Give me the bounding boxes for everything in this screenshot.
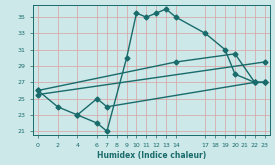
X-axis label: Humidex (Indice chaleur): Humidex (Indice chaleur) (97, 151, 206, 160)
